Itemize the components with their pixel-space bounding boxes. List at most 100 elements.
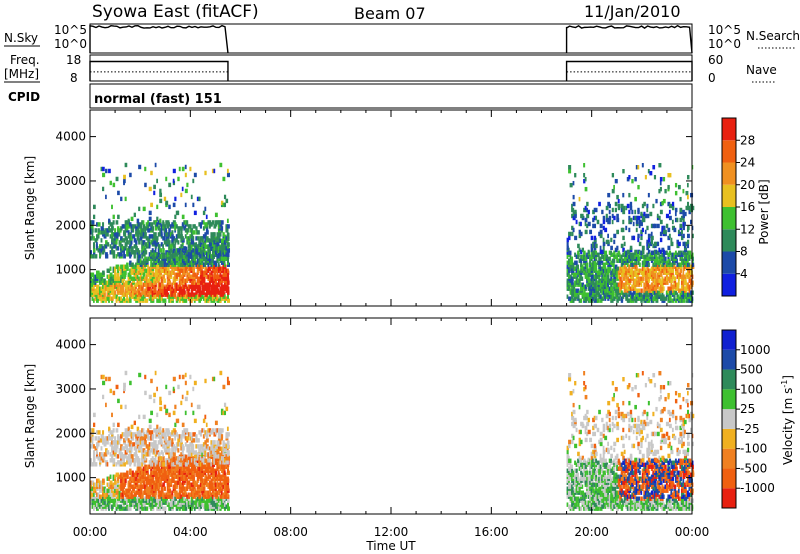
power-cell (655, 278, 658, 283)
velocity-cell (114, 498, 117, 503)
velocity-cell (159, 426, 162, 432)
power-cell (198, 262, 201, 267)
power-cell (220, 248, 224, 253)
power-cell (208, 290, 211, 295)
power-cell (222, 238, 225, 243)
power-cell (136, 236, 140, 241)
power-cell (659, 219, 663, 225)
velocity-cell (147, 490, 150, 495)
velocity-cell (166, 448, 169, 453)
power-cell (637, 288, 641, 293)
power-cell (115, 232, 118, 237)
velocity-cell (204, 464, 207, 469)
power-cell (668, 209, 671, 215)
power-cell (211, 294, 214, 299)
power-cell (153, 220, 156, 225)
power-cell (638, 241, 642, 247)
velocity-cell (114, 480, 117, 485)
power-cell (691, 205, 695, 211)
power-cell (676, 292, 679, 297)
velocity-cell (150, 458, 153, 463)
power-cell (211, 242, 215, 247)
power-cell (117, 246, 120, 251)
power-cell (634, 249, 638, 255)
power-cell (124, 288, 127, 293)
power-cell (617, 282, 620, 287)
power-cell (120, 270, 123, 275)
power-cell (640, 292, 643, 297)
velocity-cell (198, 506, 202, 511)
power-cell (109, 272, 113, 277)
velocity-cell (97, 456, 100, 461)
power-cell (658, 290, 661, 295)
velocity-cell (133, 420, 136, 426)
velocity-cell (141, 436, 145, 441)
power-cell (628, 174, 631, 180)
velocity-cell (114, 474, 117, 479)
power-cell (180, 262, 183, 267)
power-cell (171, 266, 174, 271)
velocity-cell (177, 448, 180, 453)
power-cell (566, 260, 569, 265)
power-cell (686, 262, 690, 267)
velocity-cell (153, 496, 156, 501)
power-cell (656, 223, 660, 229)
power-cell (198, 252, 201, 257)
power-cell (117, 264, 120, 269)
velocity-cell (115, 502, 118, 507)
velocity-cell (193, 488, 197, 493)
power-cell (177, 240, 180, 245)
power-cell (638, 219, 642, 225)
power-cell (632, 296, 635, 301)
power-cell (156, 264, 159, 269)
velocity-cell (139, 440, 142, 445)
power-cell (102, 270, 105, 275)
power-cell (102, 166, 105, 172)
power-cell (608, 215, 612, 221)
power-cell (593, 249, 596, 255)
power-cell (569, 274, 572, 279)
power-cell (608, 256, 611, 261)
power-cell (214, 238, 218, 243)
velocity-cell (115, 440, 118, 445)
velocity-cell (196, 472, 200, 477)
power-cell (670, 241, 674, 247)
velocity-cell (126, 470, 129, 475)
power-cell (199, 296, 203, 301)
power-cell (604, 276, 608, 281)
power-cell (217, 232, 220, 237)
velocity-cell (192, 458, 195, 463)
power-cell (211, 236, 215, 242)
power-cell (102, 250, 105, 255)
power-cell (181, 268, 184, 273)
power-cell (91, 254, 95, 259)
power-cell (192, 272, 195, 277)
velocity-cell (181, 492, 184, 497)
velocity-cell (126, 488, 130, 493)
velocity-cell (130, 424, 134, 430)
power-cell (201, 274, 205, 279)
power-cell (141, 248, 144, 253)
velocity-cell (127, 494, 131, 499)
velocity-cell (147, 428, 150, 433)
velocity-cell (124, 370, 128, 376)
power-cell (94, 228, 98, 233)
power-cell (655, 292, 658, 297)
power-cell (121, 238, 124, 243)
power-cell (668, 172, 672, 178)
velocity-cell (159, 502, 162, 507)
velocity-cell (120, 478, 123, 483)
power-cell (162, 248, 165, 253)
power-cell (629, 217, 633, 223)
power-cell (614, 292, 617, 297)
power-cell (168, 182, 172, 188)
power-cell (165, 236, 168, 241)
power-cell (189, 252, 193, 257)
velocity-cell (172, 452, 176, 457)
power-cell (575, 260, 578, 265)
velocity-cell (171, 438, 174, 443)
velocity-cell (172, 386, 175, 392)
power-cell (141, 276, 145, 281)
velocity-cell (171, 458, 174, 463)
power-cell (592, 274, 595, 279)
